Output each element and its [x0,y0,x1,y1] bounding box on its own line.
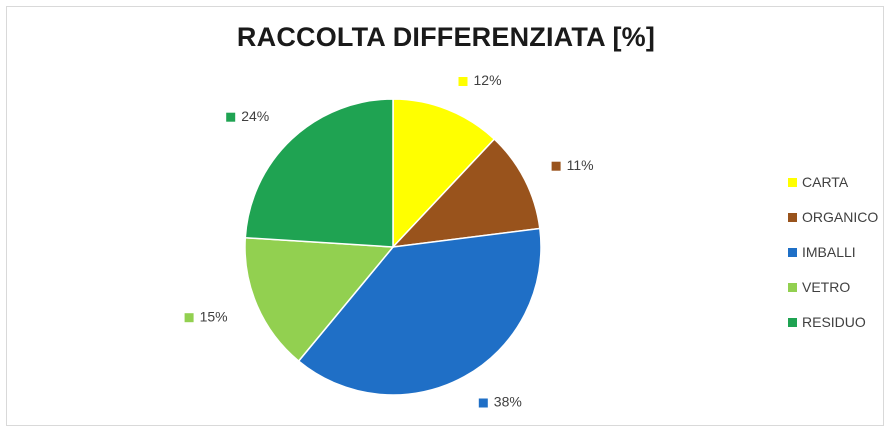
legend-swatch [788,212,797,222]
data-label-marker [184,313,194,323]
legend-item-residuo: RESIDUO [788,313,888,331]
legend-label: IMBALLI [802,244,856,260]
pie-slice-residuo [244,98,394,248]
legend-swatch [788,247,797,257]
data-label-marker [478,398,488,408]
data-label-marker [226,112,236,122]
pie-slice-organico [391,138,541,249]
data-label-residuo: 24% [226,108,269,124]
legend-swatch [788,317,797,327]
legend-item-imballi: IMBALLI [788,243,888,261]
legend-item-carta: CARTA [788,173,888,191]
legend: CARTA ORGANICO IMBALLI VETRO RESIDUO [788,173,888,348]
chart-title: RACCOLTA DIFFERENZIATA [%] [236,22,656,52]
data-label-vetro: 15% [184,308,228,324]
pie-slice-carta [392,98,496,249]
data-label-text: 15% [200,308,228,324]
data-label-text: 11% [567,157,594,173]
data-label-text: 12% [474,72,502,88]
legend-label: CARTA [802,174,849,190]
pie-slice-imballi [297,227,542,396]
data-label-marker [551,161,561,171]
data-label-imballi: 38% [478,394,522,410]
legend-swatch [788,282,797,292]
legend-swatch [788,177,797,187]
data-label-text: 38% [494,394,522,410]
legend-label: ORGANICO [802,209,879,225]
legend-item-organico: ORGANICO [788,208,888,226]
legend-label: RESIDUO [802,314,866,330]
data-label-text: 24% [241,108,269,124]
data-label-marker [458,77,468,86]
data-label-carta: 12% [458,72,502,88]
data-label-organico: 11% [551,157,594,173]
legend-item-vetro: VETRO [788,278,888,296]
pie-slice-vetro [244,236,395,363]
legend-label: VETRO [802,279,851,295]
